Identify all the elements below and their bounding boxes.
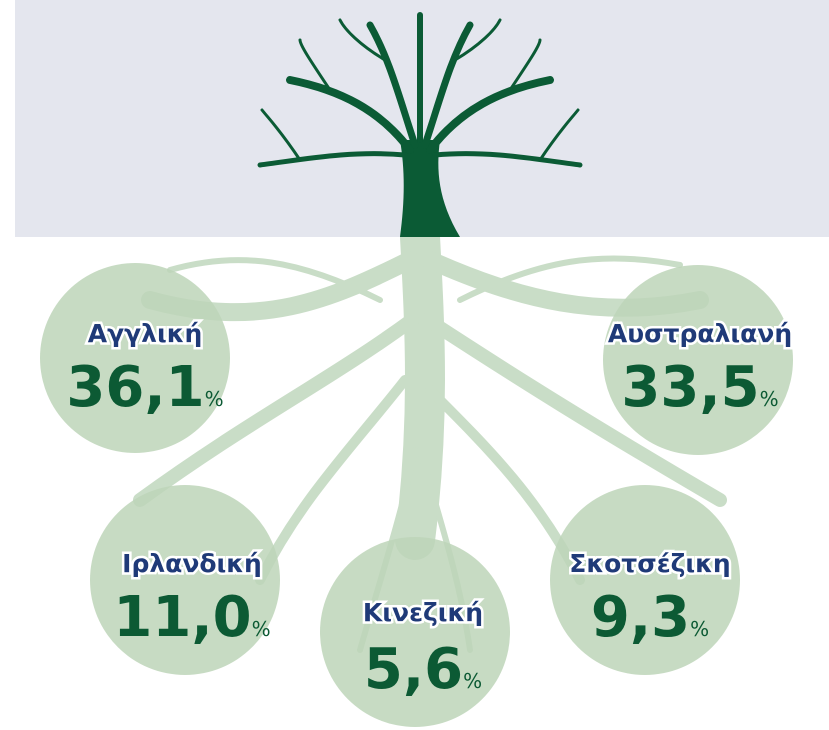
value-unit: % bbox=[205, 387, 224, 411]
node-value: 5,6% bbox=[364, 637, 482, 702]
value-unit: % bbox=[760, 387, 779, 411]
node-circle bbox=[320, 537, 510, 727]
node-value: 9,3% bbox=[591, 585, 709, 650]
value-unit: % bbox=[463, 669, 482, 693]
node-label: Αγγλική bbox=[88, 319, 203, 348]
value-number: 9,3 bbox=[591, 585, 690, 650]
tree bbox=[257, 12, 583, 237]
node-label: Ιρλανδική bbox=[122, 549, 262, 578]
node-value: 36,1% bbox=[66, 355, 223, 420]
node-value: 11,0% bbox=[113, 585, 270, 650]
value-number: 33,5 bbox=[621, 355, 759, 420]
circles bbox=[40, 263, 793, 727]
node-label: Κινεζική bbox=[363, 598, 483, 627]
node-circle bbox=[550, 485, 740, 675]
node-value: 33,5% bbox=[621, 355, 778, 420]
node-label: Αυστραλιανή bbox=[608, 319, 792, 348]
value-unit: % bbox=[690, 617, 709, 641]
node-circle bbox=[40, 263, 230, 453]
value-number: 36,1 bbox=[66, 355, 204, 420]
value-number: 5,6 bbox=[364, 637, 463, 702]
node-circle bbox=[90, 485, 280, 675]
value-number: 11,0 bbox=[113, 585, 251, 650]
value-unit: % bbox=[252, 617, 271, 641]
node-label: Σκοτσέζικη bbox=[569, 549, 730, 578]
node-circle bbox=[603, 265, 793, 455]
